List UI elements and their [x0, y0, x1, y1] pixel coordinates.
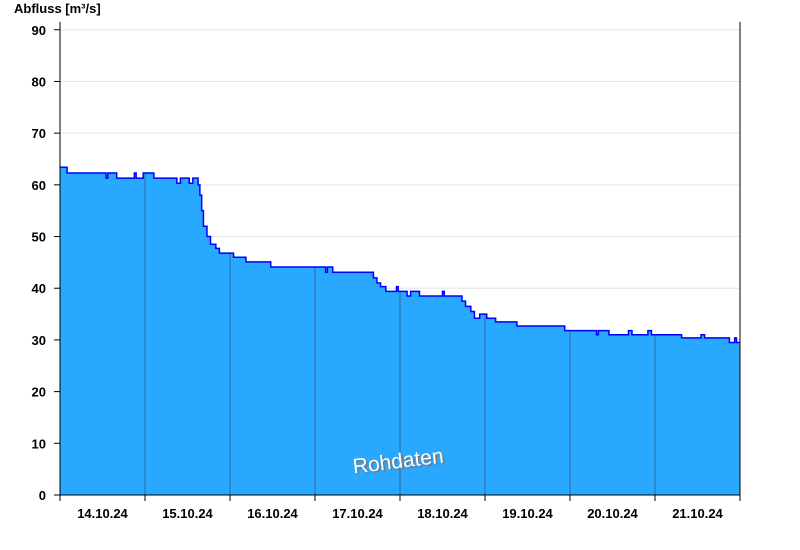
y-axis-label: Abfluss [m³/s]: [14, 1, 101, 16]
x-tick-label: 16.10.24: [247, 506, 298, 521]
discharge-line: [60, 166, 740, 344]
y-tick-label: 40: [32, 281, 46, 296]
y-tick-label: 80: [32, 74, 46, 89]
x-tick-label: 19.10.24: [502, 506, 553, 521]
x-tick-label: 21.10.24: [672, 506, 723, 521]
y-tick-label: 0: [39, 488, 46, 503]
y-tick-label: 30: [32, 333, 46, 348]
x-tick-label: 17.10.24: [332, 506, 383, 521]
x-tick-label: 14.10.24: [77, 506, 128, 521]
y-tick-label: 50: [32, 230, 46, 245]
y-tick-label: 90: [32, 23, 46, 38]
y-tick-label: 20: [32, 385, 46, 400]
x-tick-label: 15.10.24: [162, 506, 213, 521]
x-tick-label: 20.10.24: [587, 506, 638, 521]
y-tick-label: 10: [32, 436, 46, 451]
x-tick-label: 18.10.24: [417, 506, 468, 521]
y-tick-label: 60: [32, 178, 46, 193]
y-tick-label: 70: [32, 126, 46, 141]
